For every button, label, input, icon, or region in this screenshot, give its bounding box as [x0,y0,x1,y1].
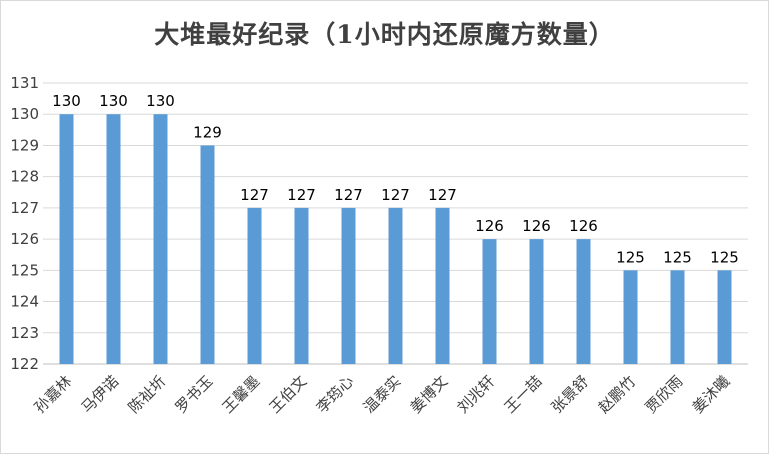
data-label: 125 [616,248,645,266]
bar [670,270,685,364]
y-tick-label: 125 [10,261,39,279]
x-category-label: 贾欣雨 [642,372,687,417]
bar [59,114,74,364]
x-category-label: 李筠心 [313,372,358,417]
data-label: 130 [146,92,175,110]
bar [153,114,168,364]
data-label: 127 [334,186,363,204]
data-label: 129 [193,123,222,141]
bar [247,207,262,364]
bar [623,270,638,364]
data-label: 125 [663,248,692,266]
x-category-label: 刘兆轩 [454,372,499,417]
x-category-label: 姜沐曦 [689,372,734,417]
bar [341,207,356,364]
y-tick-label: 130 [10,105,39,123]
x-category-label: 陈祉圻 [125,372,170,417]
y-tick-label: 131 [10,74,39,92]
data-label: 125 [710,248,739,266]
y-tick-label: 124 [10,293,39,311]
x-category-label: 马伊诺 [78,372,123,417]
x-category-label: 姜博文 [407,372,452,417]
data-label: 126 [569,217,598,235]
x-axis-categories: 孙嘉林 马伊诺 陈祉圻 罗书玉 王馨墨 王伯文 李筠心 温泰实 姜博文 刘兆轩 王一喆 张景舒 赵鹏竹贾… [31,372,734,417]
x-category-label: 王馨墨 [219,372,264,417]
y-tick-label: 127 [10,199,39,217]
y-tick-label: 129 [10,136,39,154]
data-label: 130 [52,92,81,110]
x-category-label: 王一喆 [501,372,546,417]
y-tick-label: 122 [10,355,39,373]
data-label: 126 [522,217,551,235]
bar [106,114,121,364]
x-category-label: 赵鹏竹 [595,372,640,417]
x-category-label: 张景舒 [548,372,593,417]
x-category-label: 孙嘉林 [31,372,76,417]
data-label: 130 [99,92,128,110]
x-category-label: 温泰实 [360,372,405,417]
y-axis-ticks: 122 123 124 125 126 127 128 129 130 131 [10,74,39,373]
data-labels: 130 130 130 129 127 127 127 127 127 126 126 126 125 1… [52,92,739,266]
x-category-label: 王伯文 [266,372,311,417]
bar [200,145,215,364]
bar [717,270,732,364]
x-category-label: 罗书玉 [172,372,217,417]
data-label: 127 [428,186,457,204]
bar [529,239,544,364]
bars [59,114,732,364]
data-label: 127 [240,186,269,204]
y-tick-label: 126 [10,230,39,248]
bar [576,239,591,364]
bar [388,207,403,364]
data-label: 127 [381,186,410,204]
data-label: 126 [475,217,504,235]
chart-title: 大堆最好纪录（1小时内还原魔方数量） [154,20,615,49]
bar [294,207,309,364]
y-tick-label: 123 [10,324,39,342]
bar [482,239,497,364]
data-label: 127 [287,186,316,204]
y-tick-label: 128 [10,168,39,186]
bar [435,207,450,364]
